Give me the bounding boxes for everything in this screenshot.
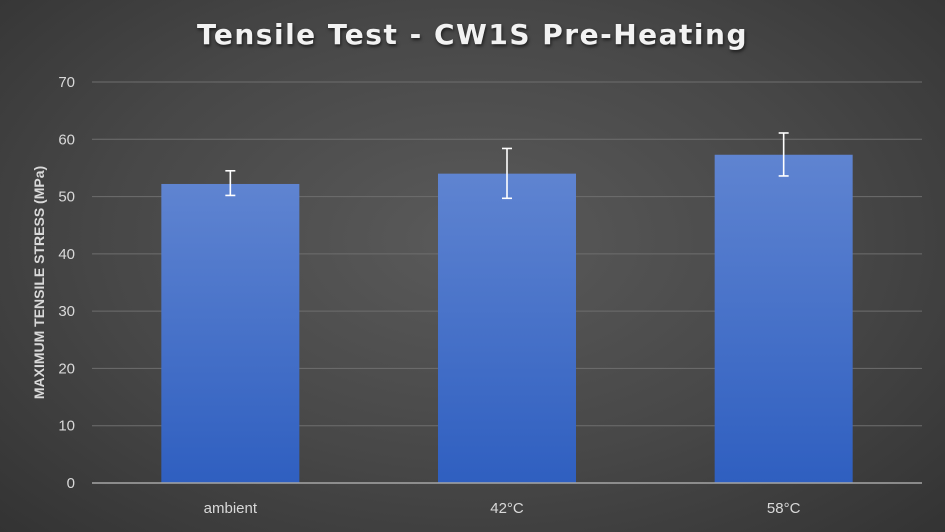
bars	[161, 154, 853, 483]
y-tick-label: 0	[67, 475, 75, 492]
x-tick-label: 42°C	[490, 500, 524, 517]
bar	[161, 183, 300, 483]
y-tick-label: 70	[58, 74, 75, 91]
chart-title: Tensile Test - CW1S Pre-Heating	[197, 18, 748, 51]
error-bar	[778, 132, 789, 177]
y-tick-label: 10	[58, 418, 75, 435]
y-tick-label: 60	[58, 131, 75, 148]
error-bar	[502, 147, 512, 200]
error-bars	[225, 132, 789, 200]
x-tick-label: ambient	[204, 500, 258, 517]
error-bar	[225, 169, 236, 197]
y-axis-title: MAXIMUM TENSILE STRESS (MPa)	[31, 166, 47, 399]
bar	[714, 154, 853, 483]
bar	[438, 173, 576, 483]
x-tick-label: 58°C	[767, 500, 801, 517]
y-tick-label: 20	[58, 360, 75, 377]
y-tick-label: 50	[58, 189, 75, 206]
y-tick-label: 30	[58, 303, 75, 320]
axis-labels: 0 10 20 30 40 50 60 70 ambient 42°C 58°C MAXIMUM TE…	[31, 74, 801, 517]
y-tick-label: 40	[58, 246, 75, 263]
